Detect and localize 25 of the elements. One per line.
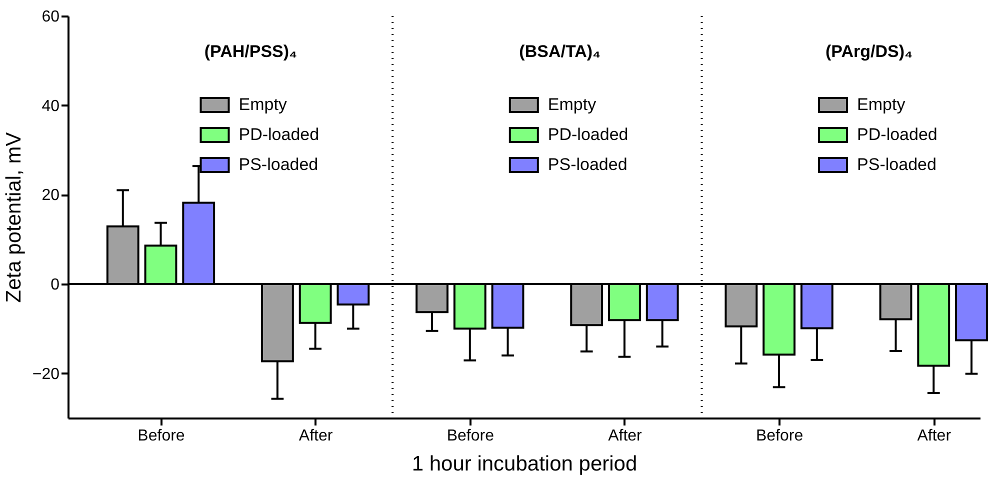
y-tick-label: 40: [42, 98, 60, 115]
legend-label: Empty: [238, 95, 288, 114]
x-tick-label: Before: [446, 428, 494, 444]
x-tick-label: Before: [756, 428, 804, 444]
legend-label: PS-loaded: [548, 155, 628, 174]
x-tick-label: After: [917, 428, 952, 444]
legend-label: Empty: [548, 95, 597, 114]
legend-label: PD-loaded: [548, 125, 628, 144]
annotation: (PAH/PSS)₄: [204, 42, 298, 61]
legend-label: PD-loaded: [857, 125, 938, 144]
y-axis-title: Zeta potential, mV: [2, 132, 26, 303]
y-tick-label: 0: [50, 276, 60, 294]
annotation: (PArg/DS)₄: [825, 42, 913, 61]
annotation: (BSA/TA)₄: [519, 42, 601, 61]
x-tick-label: Before: [138, 428, 185, 444]
x-tick-label: After: [608, 428, 643, 444]
legend-label: PS-loaded: [857, 155, 936, 174]
x-axis-title: 1 hour incubation period: [412, 452, 638, 476]
legend-label: Empty: [857, 95, 906, 114]
x-tick-label: After: [298, 428, 334, 444]
y-tick-label: 60: [42, 8, 60, 26]
y-tick-label: 20: [42, 187, 60, 204]
legend-label: PS-loaded: [238, 155, 318, 174]
y-tick-label: −20: [32, 366, 60, 383]
legend-label: PD-loaded: [238, 125, 320, 144]
